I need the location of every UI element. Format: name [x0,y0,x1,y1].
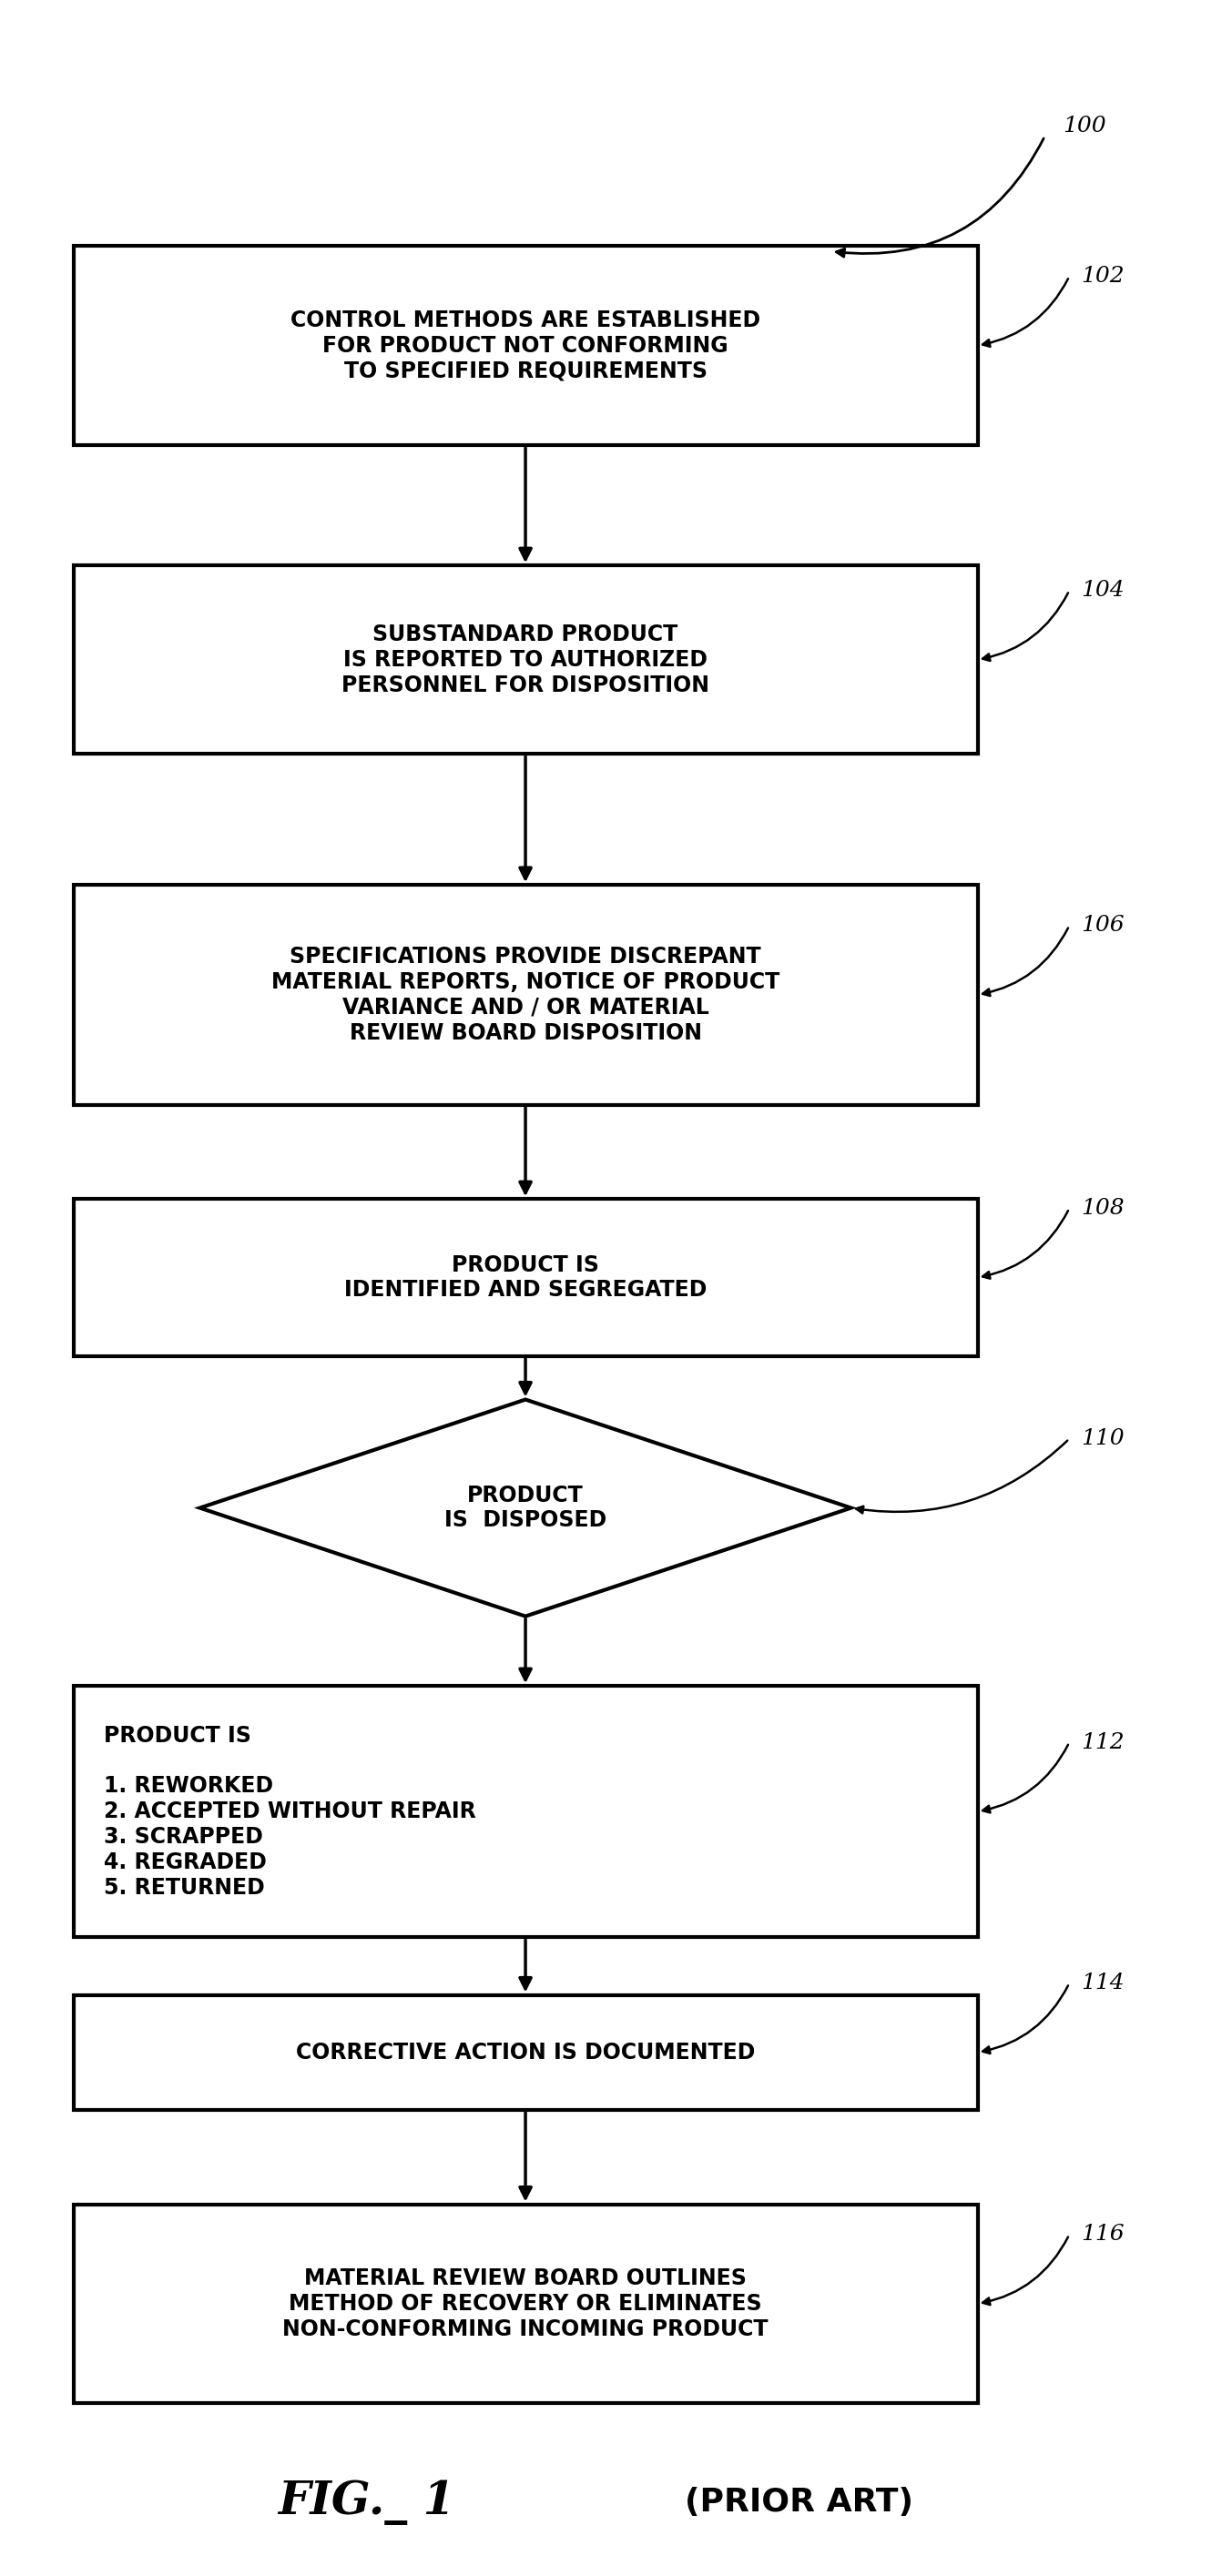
Text: 112: 112 [1081,1731,1124,1752]
Polygon shape [200,1399,851,1615]
Text: 106: 106 [1081,914,1124,935]
Text: CORRECTIVE ACTION IS DOCUMENTED: CORRECTIVE ACTION IS DOCUMENTED [296,2043,755,2063]
Text: (PRIOR ART): (PRIOR ART) [684,2488,913,2519]
Text: FIG._ 1: FIG._ 1 [279,2481,455,2524]
Bar [73,1685,978,1937]
Text: PRODUCT IS
IDENTIFIED AND SEGREGATED: PRODUCT IS IDENTIFIED AND SEGREGATED [345,1255,706,1301]
Bar [73,1994,978,2110]
Text: 108: 108 [1081,1198,1124,1218]
Text: 100: 100 [1063,116,1106,137]
Text: 110: 110 [1081,1427,1124,1450]
Bar [73,567,978,755]
Bar [73,247,978,446]
Bar [73,884,978,1105]
Text: MATERIAL REVIEW BOARD OUTLINES
METHOD OF RECOVERY OR ELIMINATES
NON-CONFORMING I: MATERIAL REVIEW BOARD OUTLINES METHOD OF… [282,2267,769,2339]
Text: CONTROL METHODS ARE ESTABLISHED
FOR PRODUCT NOT CONFORMING
TO SPECIFIED REQUIREM: CONTROL METHODS ARE ESTABLISHED FOR PROD… [291,309,760,381]
Text: SUBSTANDARD PRODUCT
IS REPORTED TO AUTHORIZED
PERSONNEL FOR DISPOSITION: SUBSTANDARD PRODUCT IS REPORTED TO AUTHO… [341,623,710,696]
Text: 102: 102 [1081,265,1124,286]
Text: PRODUCT IS

1. REWORKED
2. ACCEPTED WITHOUT REPAIR
3. SCRAPPED
4. REGRADED
5. RE: PRODUCT IS 1. REWORKED 2. ACCEPTED WITHO… [104,1726,477,1899]
Text: 104: 104 [1081,580,1124,600]
Text: 114: 114 [1081,1973,1124,1994]
Text: SPECIFICATIONS PROVIDE DISCREPANT
MATERIAL REPORTS, NOTICE OF PRODUCT
VARIANCE A: SPECIFICATIONS PROVIDE DISCREPANT MATERI… [271,945,780,1043]
Text: PRODUCT
IS  DISPOSED: PRODUCT IS DISPOSED [445,1484,606,1533]
Text: 116: 116 [1081,2223,1124,2246]
Bar [73,1198,978,1355]
Bar [73,2205,978,2403]
